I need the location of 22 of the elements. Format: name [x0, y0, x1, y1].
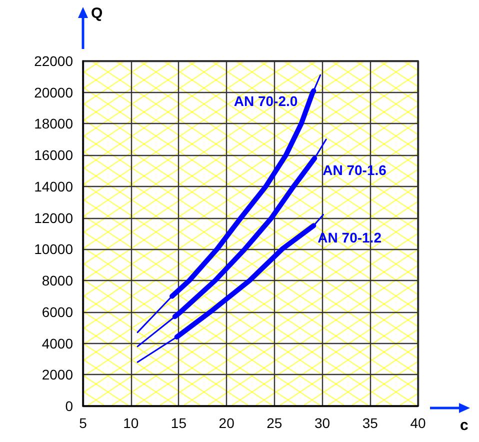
- y-tick-label: 2000: [42, 366, 74, 383]
- y-axis-title: Q: [91, 5, 103, 22]
- y-tick-label: 14000: [34, 178, 74, 194]
- x-tick-label: 20: [218, 415, 235, 431]
- y-tick-label: 6000: [42, 304, 74, 320]
- y-tick-label: 8000: [42, 272, 74, 289]
- x-axis-title: c: [460, 417, 468, 434]
- y-tick-label: 12000: [34, 210, 74, 226]
- x-tick-label: 15: [170, 415, 187, 431]
- y-tick-label: 10000: [34, 241, 74, 258]
- y-tick-label: 0: [65, 398, 74, 414]
- x-tick-label: 10: [123, 415, 139, 431]
- y-tick-label: 22000: [34, 53, 74, 69]
- x-tick-label: 5: [79, 415, 88, 431]
- y-tick-label: 18000: [34, 116, 74, 132]
- x-tick-label: 35: [362, 415, 378, 431]
- x-tick-label: 30: [314, 415, 330, 431]
- x-tick-label: 25: [266, 415, 282, 431]
- y-tick-label: 20000: [34, 84, 74, 100]
- x-tick-label: 40: [410, 415, 426, 431]
- y-tick-label: 16000: [34, 147, 74, 164]
- y-tick-label: 4000: [42, 335, 74, 352]
